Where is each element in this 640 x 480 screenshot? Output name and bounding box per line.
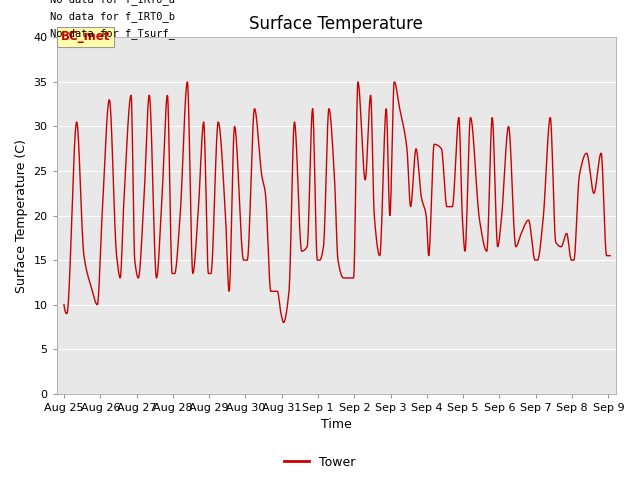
Text: No data for f_IRT0_a: No data for f_IRT0_a <box>51 0 175 5</box>
Text: No data for f_IRT0_b: No data for f_IRT0_b <box>51 11 175 22</box>
Text: No data for f_Tsurf_: No data for f_Tsurf_ <box>51 28 175 38</box>
Y-axis label: Surface Temperature (C): Surface Temperature (C) <box>15 139 28 292</box>
Title: Surface Temperature: Surface Temperature <box>249 15 423 33</box>
Legend: Tower: Tower <box>279 451 361 474</box>
X-axis label: Time: Time <box>321 419 351 432</box>
Text: BC_met: BC_met <box>61 30 110 43</box>
